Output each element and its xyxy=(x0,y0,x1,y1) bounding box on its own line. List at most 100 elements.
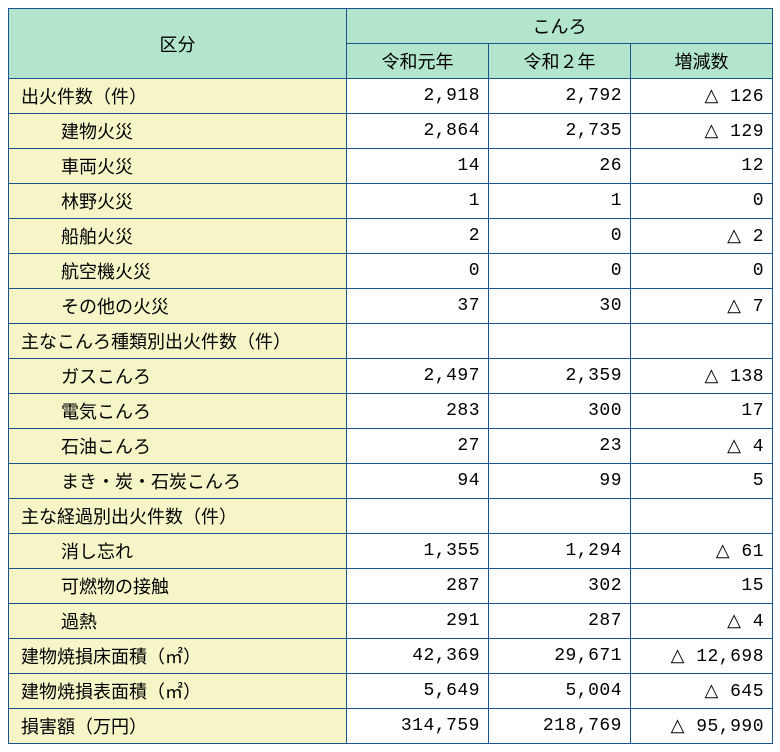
table-row: 過熱291287△ 4 xyxy=(9,604,773,639)
row-label: 建物焼損表面積（㎡） xyxy=(9,674,347,709)
table-row: まき・炭・石炭こんろ94995 xyxy=(9,464,773,499)
row-value xyxy=(631,499,773,534)
row-value: 42,369 xyxy=(347,639,489,674)
row-label: その他の火災 xyxy=(9,289,347,324)
header-category: 区分 xyxy=(9,9,347,79)
row-value: 15 xyxy=(631,569,773,604)
row-label: 損害額（万円） xyxy=(9,709,347,744)
row-value: △ 2 xyxy=(631,219,773,254)
row-value: 218,769 xyxy=(489,709,631,744)
row-value: 14 xyxy=(347,149,489,184)
row-value: 29,671 xyxy=(489,639,631,674)
row-value: 30 xyxy=(489,289,631,324)
row-label: 船舶火災 xyxy=(9,219,347,254)
table-body: 出火件数（件）2,9182,792△ 126建物火災2,8642,735△ 12… xyxy=(9,79,773,744)
header-group: こんろ xyxy=(347,9,773,44)
table-header: 区分 こんろ 令和元年 令和２年 増減数 xyxy=(9,9,773,79)
table-row: 消し忘れ1,3551,294△ 61 xyxy=(9,534,773,569)
row-value: △ 12,698 xyxy=(631,639,773,674)
row-label: 出火件数（件） xyxy=(9,79,347,114)
row-value: 12 xyxy=(631,149,773,184)
row-label: 過熱 xyxy=(9,604,347,639)
row-value: 283 xyxy=(347,394,489,429)
row-value: △ 138 xyxy=(631,359,773,394)
row-value: △ 126 xyxy=(631,79,773,114)
row-value: 300 xyxy=(489,394,631,429)
row-label: 消し忘れ xyxy=(9,534,347,569)
row-value: 2,792 xyxy=(489,79,631,114)
table-row: 船舶火災20△ 2 xyxy=(9,219,773,254)
row-value: 287 xyxy=(489,604,631,639)
table-row: 建物焼損表面積（㎡）5,6495,004△ 645 xyxy=(9,674,773,709)
table-row: 建物火災2,8642,735△ 129 xyxy=(9,114,773,149)
row-value: 0 xyxy=(489,219,631,254)
row-value: 287 xyxy=(347,569,489,604)
header-col-1: 令和２年 xyxy=(489,44,631,79)
row-value: 0 xyxy=(489,254,631,289)
row-value xyxy=(347,324,489,359)
row-value: 17 xyxy=(631,394,773,429)
row-value: 0 xyxy=(347,254,489,289)
row-value: 1,294 xyxy=(489,534,631,569)
header-col-0: 令和元年 xyxy=(347,44,489,79)
row-value: 0 xyxy=(631,184,773,219)
row-value: 0 xyxy=(631,254,773,289)
row-value: △ 61 xyxy=(631,534,773,569)
row-value: 2,359 xyxy=(489,359,631,394)
row-value: 5,004 xyxy=(489,674,631,709)
row-label: 可燃物の接触 xyxy=(9,569,347,604)
table-row: 可燃物の接触28730215 xyxy=(9,569,773,604)
table-row: ガスこんろ2,4972,359△ 138 xyxy=(9,359,773,394)
row-label: 林野火災 xyxy=(9,184,347,219)
row-value: 314,759 xyxy=(347,709,489,744)
table-row: 航空機火災000 xyxy=(9,254,773,289)
row-label: まき・炭・石炭こんろ xyxy=(9,464,347,499)
row-value: 23 xyxy=(489,429,631,464)
row-value: 2,864 xyxy=(347,114,489,149)
row-value: 2,735 xyxy=(489,114,631,149)
header-col-2: 増減数 xyxy=(631,44,773,79)
row-value: 99 xyxy=(489,464,631,499)
row-label: 航空機火災 xyxy=(9,254,347,289)
row-value: 2,918 xyxy=(347,79,489,114)
row-label: ガスこんろ xyxy=(9,359,347,394)
row-value: 1 xyxy=(489,184,631,219)
table-row: 損害額（万円）314,759218,769△ 95,990 xyxy=(9,709,773,744)
table-row: 建物焼損床面積（㎡）42,36929,671△ 12,698 xyxy=(9,639,773,674)
table-row: 車両火災142612 xyxy=(9,149,773,184)
row-value xyxy=(489,499,631,534)
fire-statistics-table: 区分 こんろ 令和元年 令和２年 増減数 出火件数（件）2,9182,792△ … xyxy=(8,8,773,744)
row-value: 37 xyxy=(347,289,489,324)
row-value: 5,649 xyxy=(347,674,489,709)
row-value: 302 xyxy=(489,569,631,604)
row-label: 主なこんろ種類別出火件数（件） xyxy=(9,324,347,359)
row-label: 車両火災 xyxy=(9,149,347,184)
table-row: 電気こんろ28330017 xyxy=(9,394,773,429)
row-value xyxy=(489,324,631,359)
row-value: 291 xyxy=(347,604,489,639)
row-value: 94 xyxy=(347,464,489,499)
row-value: 27 xyxy=(347,429,489,464)
table-row: 出火件数（件）2,9182,792△ 126 xyxy=(9,79,773,114)
row-label: 建物焼損床面積（㎡） xyxy=(9,639,347,674)
row-value: △ 129 xyxy=(631,114,773,149)
row-value: △ 7 xyxy=(631,289,773,324)
row-label: 石油こんろ xyxy=(9,429,347,464)
table-row: 主な経過別出火件数（件） xyxy=(9,499,773,534)
row-value: △ 645 xyxy=(631,674,773,709)
table-row: 石油こんろ2723△ 4 xyxy=(9,429,773,464)
row-value: 26 xyxy=(489,149,631,184)
table-row: その他の火災3730△ 7 xyxy=(9,289,773,324)
row-label: 電気こんろ xyxy=(9,394,347,429)
row-value xyxy=(347,499,489,534)
row-value: △ 95,990 xyxy=(631,709,773,744)
row-value: △ 4 xyxy=(631,429,773,464)
row-value: 2 xyxy=(347,219,489,254)
row-value: 2,497 xyxy=(347,359,489,394)
row-value: 5 xyxy=(631,464,773,499)
row-label: 建物火災 xyxy=(9,114,347,149)
row-value: 1 xyxy=(347,184,489,219)
table-row: 主なこんろ種類別出火件数（件） xyxy=(9,324,773,359)
row-value xyxy=(631,324,773,359)
table-row: 林野火災110 xyxy=(9,184,773,219)
